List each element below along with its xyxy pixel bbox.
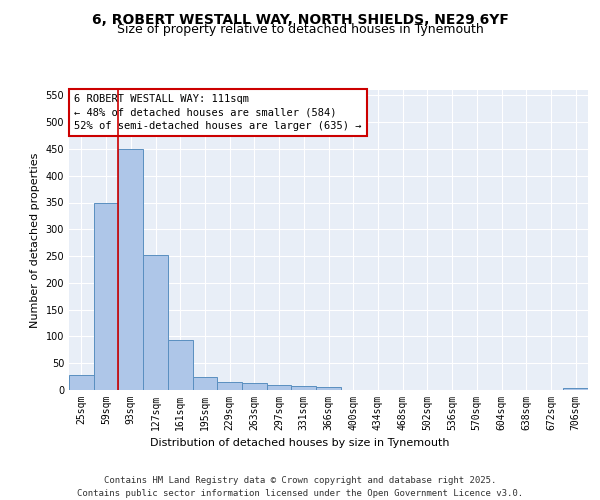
Bar: [563, 388, 588, 390]
Bar: [69, 375, 94, 390]
Bar: [118, 149, 143, 390]
Bar: [217, 382, 242, 390]
Bar: [292, 386, 316, 390]
Bar: [267, 384, 292, 390]
Y-axis label: Number of detached properties: Number of detached properties: [30, 152, 40, 328]
Text: 6, ROBERT WESTALL WAY, NORTH SHIELDS, NE29 6YF: 6, ROBERT WESTALL WAY, NORTH SHIELDS, NE…: [92, 12, 508, 26]
Bar: [316, 387, 341, 390]
Text: Distribution of detached houses by size in Tynemouth: Distribution of detached houses by size …: [150, 438, 450, 448]
Bar: [242, 383, 267, 390]
Text: Contains HM Land Registry data © Crown copyright and database right 2025.
Contai: Contains HM Land Registry data © Crown c…: [77, 476, 523, 498]
Bar: [143, 255, 168, 390]
Text: 6 ROBERT WESTALL WAY: 111sqm
← 48% of detached houses are smaller (584)
52% of s: 6 ROBERT WESTALL WAY: 111sqm ← 48% of de…: [74, 94, 362, 131]
Bar: [94, 202, 118, 390]
Bar: [193, 376, 217, 390]
Bar: [168, 340, 193, 390]
Text: Size of property relative to detached houses in Tynemouth: Size of property relative to detached ho…: [116, 24, 484, 36]
